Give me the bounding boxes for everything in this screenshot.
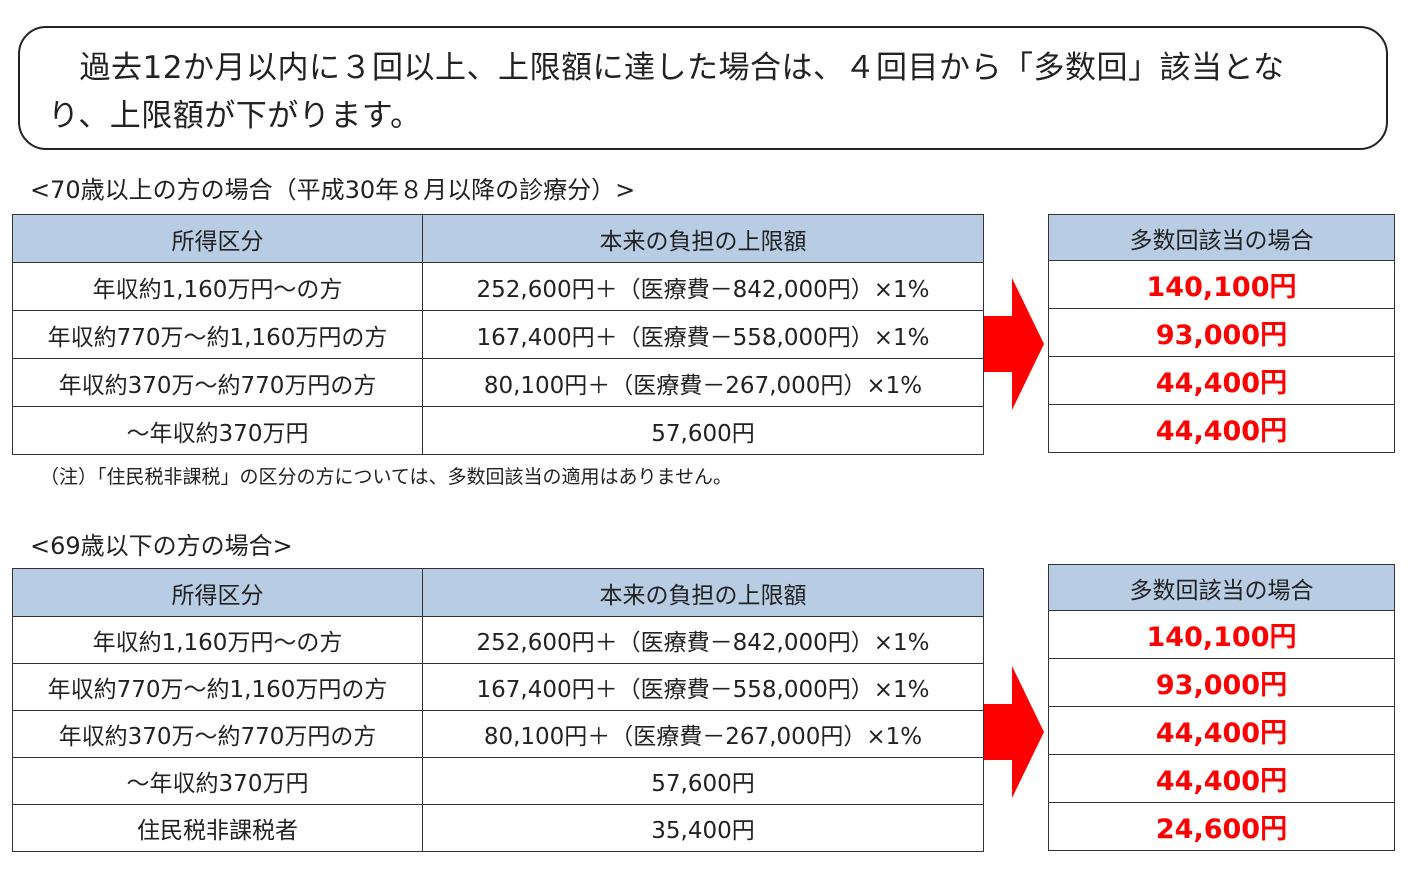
section-70-multi-table: 多数回該当の場合 140,100円 93,000円 44,400円 44,400… xyxy=(1048,214,1395,453)
table-header-row: 所得区分 本来の負担の上限額 xyxy=(12,568,984,617)
table-row: ～年収約370万円 57,600円 xyxy=(12,757,984,805)
income-class-cell: ～年収約370万円 xyxy=(12,757,423,805)
multi-value-cell: 44,400円 xyxy=(1048,404,1395,453)
table-row: 年収約770万～約1,160万円の方 167,400円＋（医療費－558,000… xyxy=(12,663,984,711)
multi-value-cell: 93,000円 xyxy=(1048,658,1395,707)
multi-row: 140,100円 xyxy=(1048,260,1395,309)
income-class-cell: 年収約1,160万円～の方 xyxy=(12,616,423,664)
multi-value-cell: 44,400円 xyxy=(1048,356,1395,405)
multi-header-row: 多数回該当の場合 xyxy=(1048,564,1395,611)
notice-line-1: 過去12か月以内に３回以上、上限額に達した場合は、４回目から「多数回」該当とな xyxy=(48,50,1285,86)
limit-cell: 252,600円＋（医療費－842,000円）×1% xyxy=(422,616,984,664)
multi-row: 140,100円 xyxy=(1048,610,1395,659)
right-arrow-icon xyxy=(984,278,1044,410)
income-class-cell: 年収約1,160万円～の方 xyxy=(12,262,423,311)
income-class-cell: 住民税非課税者 xyxy=(12,804,423,852)
section-69-caption: <69歳以下の方の場合> xyxy=(30,532,293,560)
income-class-cell: 年収約370万～約770万円の方 xyxy=(12,710,423,758)
multi-header-row: 多数回該当の場合 xyxy=(1048,214,1395,261)
limit-cell: 167,400円＋（医療費－558,000円）×1% xyxy=(422,310,984,359)
multi-value-cell: 140,100円 xyxy=(1048,260,1395,309)
notice-line-2: り、上限額が下がります。 xyxy=(48,98,422,134)
table-row: ～年収約370万円 57,600円 xyxy=(12,406,984,455)
right-arrow-icon xyxy=(984,666,1044,798)
multi-value-cell: 44,400円 xyxy=(1048,754,1395,803)
limit-cell: 80,100円＋（医療費－267,000円）×1% xyxy=(422,358,984,407)
table-row: 年収約770万～約1,160万円の方 167,400円＋（医療費－558,000… xyxy=(12,310,984,359)
multi-row: 44,400円 xyxy=(1048,356,1395,405)
multi-value-cell: 24,600円 xyxy=(1048,802,1395,851)
income-class-cell: 年収約770万～約1,160万円の方 xyxy=(12,310,423,359)
header-income-class: 所得区分 xyxy=(12,214,423,263)
notice-box: 過去12か月以内に３回以上、上限額に達した場合は、４回目から「多数回」該当とな … xyxy=(18,26,1388,150)
multi-row: 24,600円 xyxy=(1048,802,1395,851)
table-header-row: 所得区分 本来の負担の上限額 xyxy=(12,214,984,263)
income-class-cell: 年収約770万～約1,160万円の方 xyxy=(12,663,423,711)
section-69-table: 所得区分 本来の負担の上限額 年収約1,160万円～の方 252,600円＋（医… xyxy=(12,568,984,852)
multi-value-cell: 140,100円 xyxy=(1048,610,1395,659)
header-multi: 多数回該当の場合 xyxy=(1048,564,1395,611)
multi-row: 93,000円 xyxy=(1048,308,1395,357)
table-row: 年収約370万～約770万円の方 80,100円＋（医療費－267,000円）×… xyxy=(12,710,984,758)
section-70-note: （注）「住民税非課税」の区分の方については、多数回該当の適用はありません。 xyxy=(40,466,732,488)
header-limit: 本来の負担の上限額 xyxy=(422,568,984,617)
table-row: 年収約370万～約770万円の方 80,100円＋（医療費－267,000円）×… xyxy=(12,358,984,407)
table-row: 住民税非課税者 35,400円 xyxy=(12,804,984,852)
table-row: 年収約1,160万円～の方 252,600円＋（医療費－842,000円）×1% xyxy=(12,262,984,311)
section-70-table: 所得区分 本来の負担の上限額 年収約1,160万円～の方 252,600円＋（医… xyxy=(12,214,984,455)
limit-cell: 35,400円 xyxy=(422,804,984,852)
limit-cell: 57,600円 xyxy=(422,406,984,455)
header-multi: 多数回該当の場合 xyxy=(1048,214,1395,261)
header-income-class: 所得区分 xyxy=(12,568,423,617)
multi-row: 44,400円 xyxy=(1048,706,1395,755)
multi-row: 93,000円 xyxy=(1048,658,1395,707)
income-class-cell: 年収約370万～約770万円の方 xyxy=(12,358,423,407)
section-69-multi-table: 多数回該当の場合 140,100円 93,000円 44,400円 44,400… xyxy=(1048,564,1395,851)
limit-cell: 80,100円＋（医療費－267,000円）×1% xyxy=(422,710,984,758)
header-limit: 本来の負担の上限額 xyxy=(422,214,984,263)
limit-cell: 252,600円＋（医療費－842,000円）×1% xyxy=(422,262,984,311)
multi-row: 44,400円 xyxy=(1048,754,1395,803)
section-70-caption: <70歳以上の方の場合（平成30年８月以降の診療分）> xyxy=(30,176,636,204)
multi-value-cell: 44,400円 xyxy=(1048,706,1395,755)
income-class-cell: ～年収約370万円 xyxy=(12,406,423,455)
multi-row: 44,400円 xyxy=(1048,404,1395,453)
multi-value-cell: 93,000円 xyxy=(1048,308,1395,357)
limit-cell: 57,600円 xyxy=(422,757,984,805)
limit-cell: 167,400円＋（医療費－558,000円）×1% xyxy=(422,663,984,711)
table-row: 年収約1,160万円～の方 252,600円＋（医療費－842,000円）×1% xyxy=(12,616,984,664)
